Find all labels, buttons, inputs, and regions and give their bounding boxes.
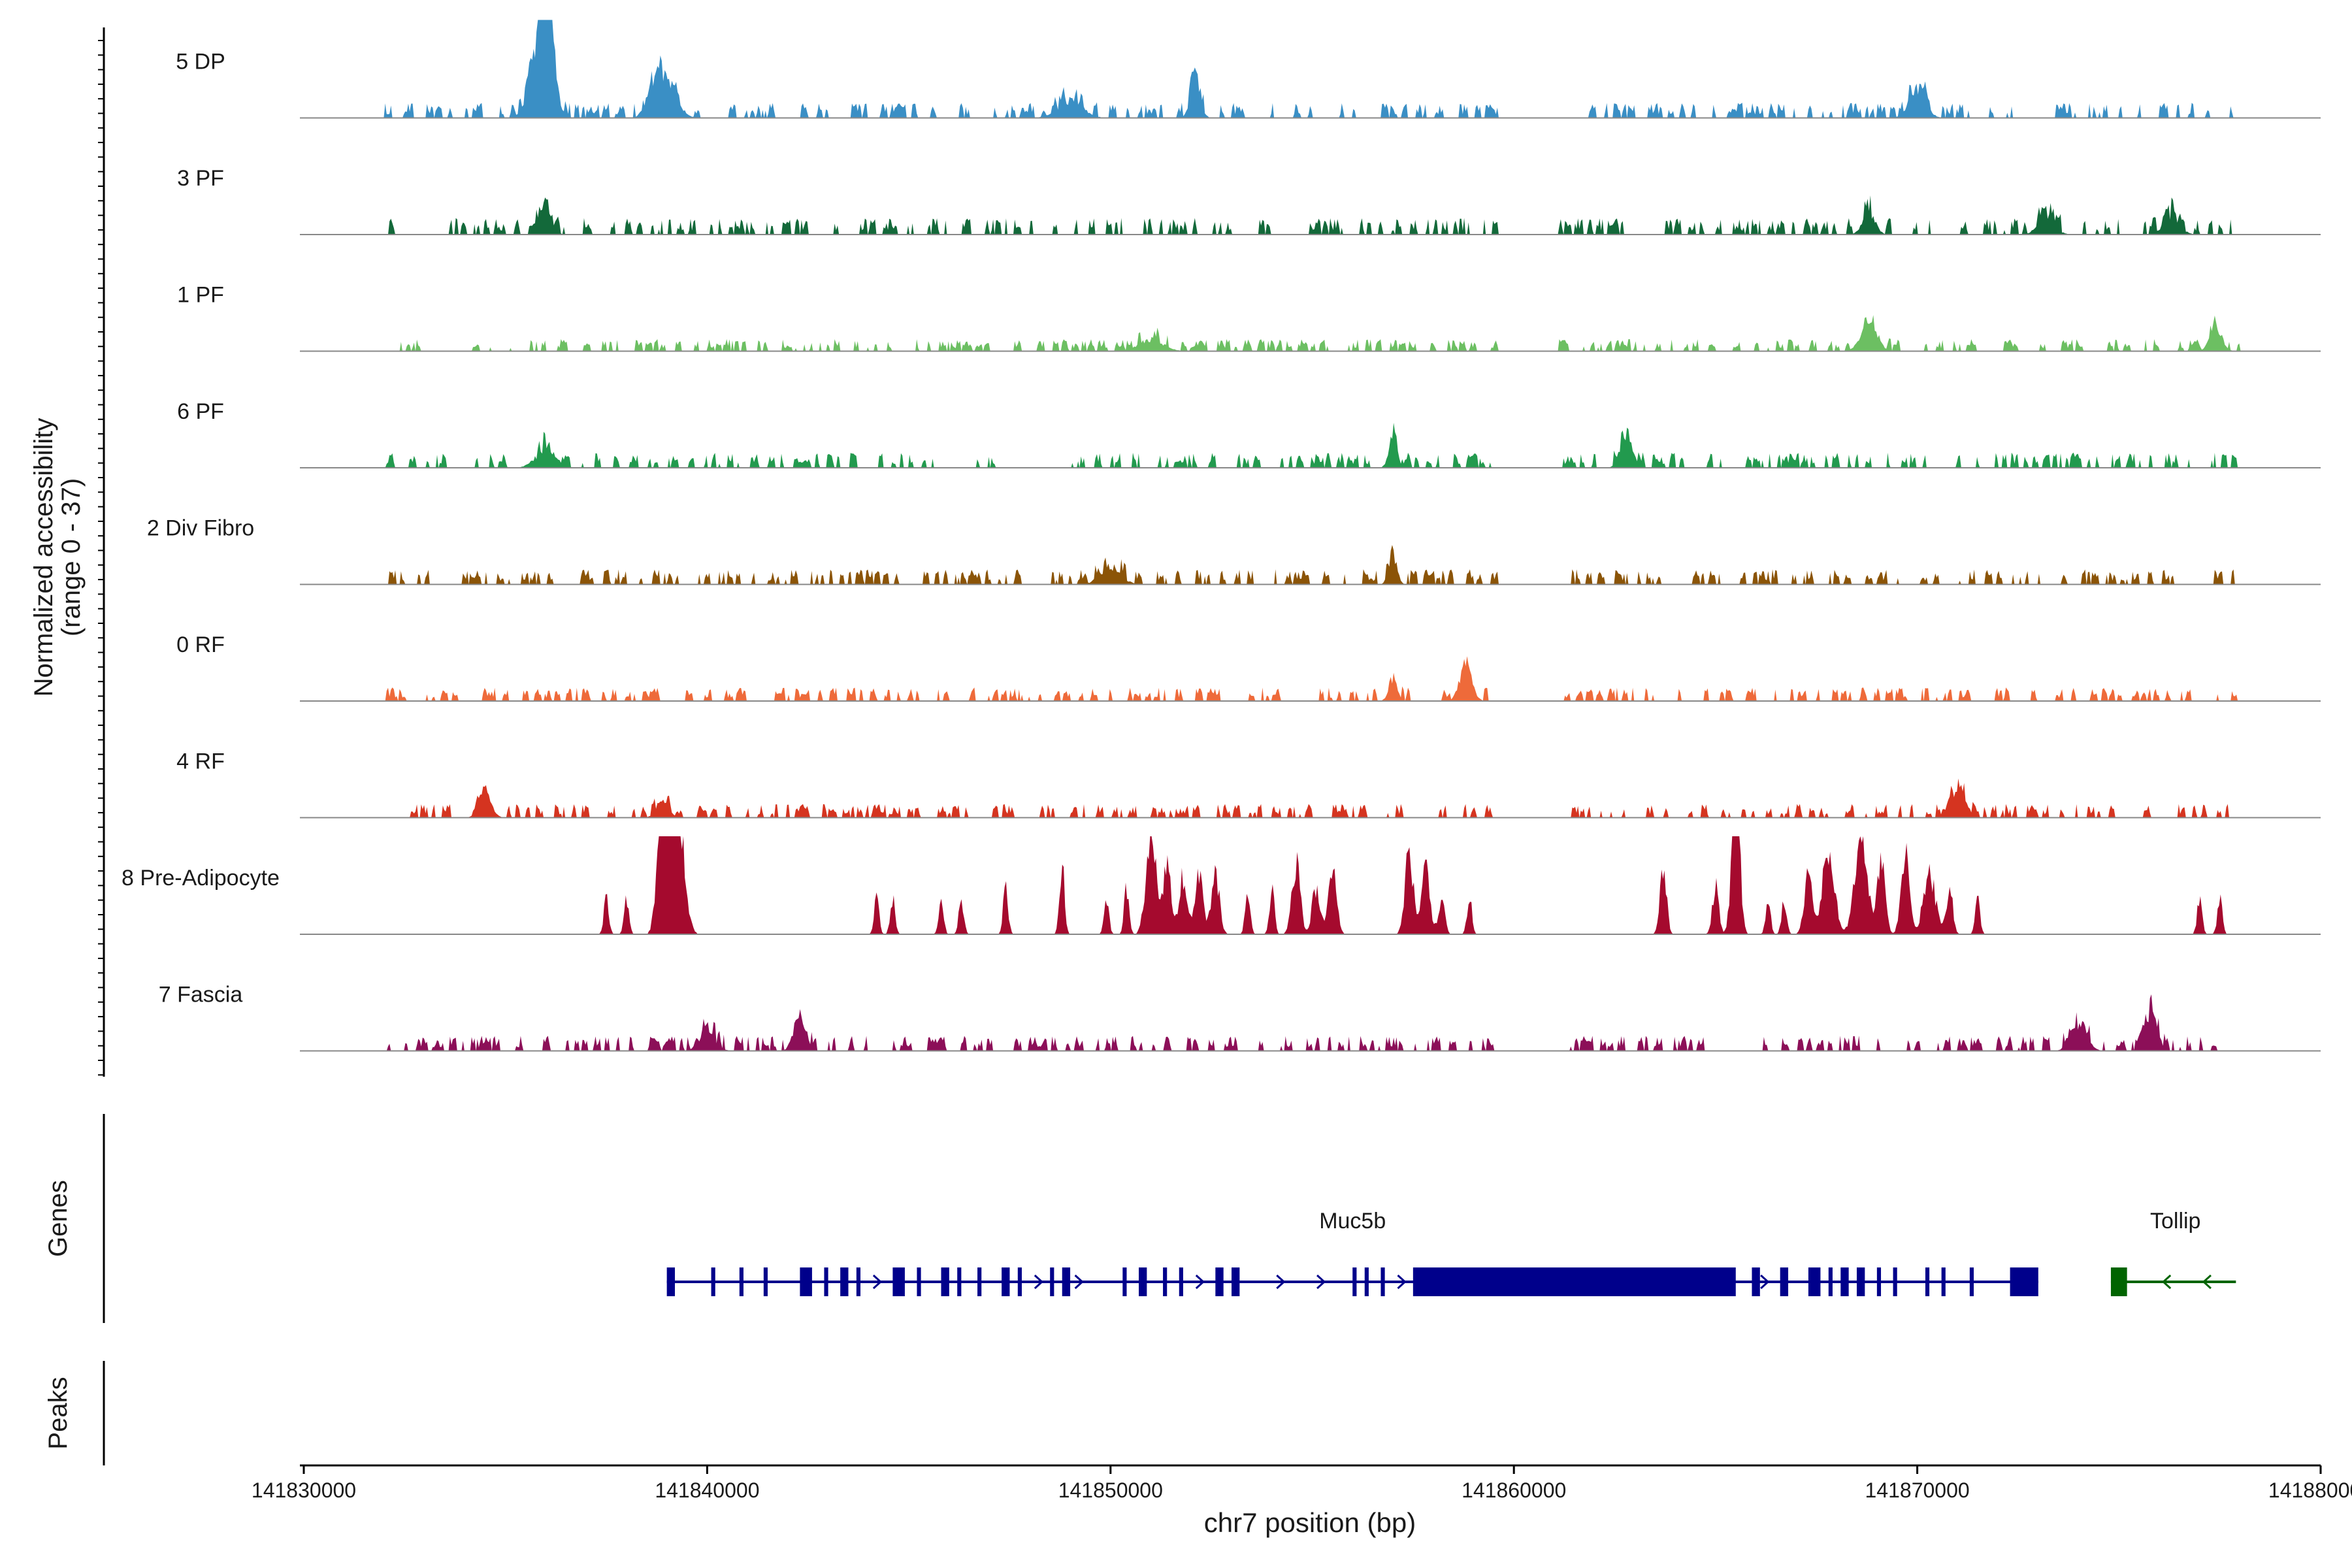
gene-exon <box>2010 1267 2038 1296</box>
gene-exon <box>856 1267 861 1296</box>
strand-arrow <box>1760 1274 1770 1290</box>
strand-arrow <box>1316 1274 1326 1290</box>
coverage-tracks: 5 DP 3 PF 1 PF 6 PF 2 Div Fibro 0 RF 4 RF 8 Pre… <box>122 20 2321 1052</box>
gene-exon <box>957 1267 962 1296</box>
gene-muc5b: Muc5b <box>666 1209 2038 1296</box>
gene-exon <box>1352 1267 1357 1296</box>
x-tick-label: 141870000 <box>1865 1478 1970 1502</box>
gene-exon <box>1413 1267 1736 1296</box>
strand-arrow <box>1034 1274 1044 1290</box>
coverage-area <box>304 20 2321 118</box>
coverage-y-axis-ticks <box>98 40 104 1076</box>
gene-exon <box>1002 1267 1010 1296</box>
gene-annotations: Muc5b Tollip <box>666 1209 2236 1296</box>
peaks-axis-label: Peaks <box>44 1377 73 1449</box>
track-label: 5 DP <box>176 50 225 74</box>
gene-exon <box>1364 1267 1369 1296</box>
x-tick-label: 141860000 <box>1462 1478 1566 1502</box>
gene-exon <box>1941 1267 1946 1296</box>
gene-name-label: Muc5b <box>1319 1209 1386 1233</box>
gene-exon <box>1925 1267 1930 1296</box>
track-label: 7 Fascia <box>159 983 243 1007</box>
gene-exon <box>711 1267 715 1296</box>
track-label: 2 Div Fibro <box>147 516 254 541</box>
gene-exon <box>1179 1267 1183 1296</box>
track-label: 1 PF <box>177 283 224 308</box>
gene-exon <box>800 1267 812 1296</box>
gene-exon <box>1969 1267 1974 1296</box>
gene-name-label: Tollip <box>2150 1209 2200 1233</box>
gene-exon <box>1808 1267 1821 1296</box>
coverage-area <box>304 423 2321 468</box>
gene-exon <box>1050 1267 1054 1296</box>
x-tick-label: 141830000 <box>252 1478 356 1502</box>
track-4-rf: 4 RF <box>176 749 2321 819</box>
gene-exon <box>1840 1267 1849 1296</box>
gene-exon <box>2110 1267 2127 1296</box>
strand-arrow <box>1195 1274 1205 1290</box>
strand-arrow <box>1074 1274 1084 1290</box>
coverage-area <box>304 656 2321 701</box>
track-5-dp: 5 DP <box>176 20 2321 119</box>
gene-exon <box>1062 1267 1071 1296</box>
strand-arrow <box>1397 1274 1407 1290</box>
track-label: 0 RF <box>176 632 225 657</box>
genes-axis-label: Genes <box>44 1180 73 1257</box>
gene-exon <box>1893 1267 1897 1296</box>
coverage-area <box>304 994 2321 1051</box>
track-1-pf: 1 PF <box>177 283 2321 352</box>
strand-arrow <box>872 1274 883 1290</box>
gene-exon <box>892 1267 905 1296</box>
track-label: 4 RF <box>176 749 225 774</box>
gene-exon <box>1876 1267 1882 1296</box>
coverage-area <box>304 836 2321 934</box>
gene-exon <box>1780 1267 1789 1296</box>
coverage-area <box>304 778 2321 818</box>
track-0-rf: 0 RF <box>176 632 2321 702</box>
x-tick-label: 141850000 <box>1058 1478 1163 1502</box>
gene-exon <box>763 1267 768 1296</box>
gene-exon <box>739 1267 743 1296</box>
track-2-div-fibro: 2 Div Fibro <box>147 516 2321 585</box>
gene-exon <box>1122 1267 1127 1296</box>
strand-arrow <box>1276 1274 1286 1290</box>
track-3-pf: 3 PF <box>177 166 2321 235</box>
gene-exon <box>1232 1267 1240 1296</box>
track-label: 3 PF <box>177 166 224 191</box>
coverage-area <box>304 195 2321 235</box>
gene-exon <box>1139 1267 1147 1296</box>
coverage-area <box>304 545 2321 585</box>
y-axis-label-line2: (range 0 - 37) <box>57 478 86 636</box>
gene-exon <box>1856 1267 1865 1296</box>
track-8-pre-adipocyte: 8 Pre-Adipocyte <box>122 836 2321 935</box>
gene-exon <box>1752 1267 1760 1296</box>
strand-arrow <box>2161 1274 2172 1290</box>
coverage-area <box>304 315 2321 351</box>
track-6-pf: 6 PF <box>177 399 2321 468</box>
gene-exon <box>1017 1267 1022 1296</box>
gene-exon <box>941 1267 949 1296</box>
gene-exon <box>666 1267 676 1296</box>
gene-exon <box>824 1267 828 1296</box>
gene-exon <box>1380 1267 1385 1296</box>
x-tick-label: 141840000 <box>655 1478 759 1502</box>
y-axis-label-line1: Normalized accessibility <box>29 418 58 697</box>
x-axis-label: chr7 position (bp) <box>1204 1507 1416 1538</box>
strand-arrow <box>2202 1274 2212 1290</box>
gene-tollip: Tollip <box>2110 1209 2236 1296</box>
gene-exon <box>840 1267 849 1296</box>
gene-exon <box>1163 1267 1168 1296</box>
gene-exon <box>977 1267 982 1296</box>
track-label: 8 Pre-Adipocyte <box>122 866 280 890</box>
x-axis-ticks: 141830000 141840000 141850000 141860000 1418… <box>252 1465 2352 1502</box>
track-7-fascia: 7 Fascia <box>159 983 2321 1052</box>
track-label: 6 PF <box>177 399 224 424</box>
gene-exon <box>1828 1267 1833 1296</box>
gene-exon <box>1215 1267 1224 1296</box>
x-tick-label: 141880000 <box>2268 1478 2352 1502</box>
gene-exon <box>917 1267 921 1296</box>
